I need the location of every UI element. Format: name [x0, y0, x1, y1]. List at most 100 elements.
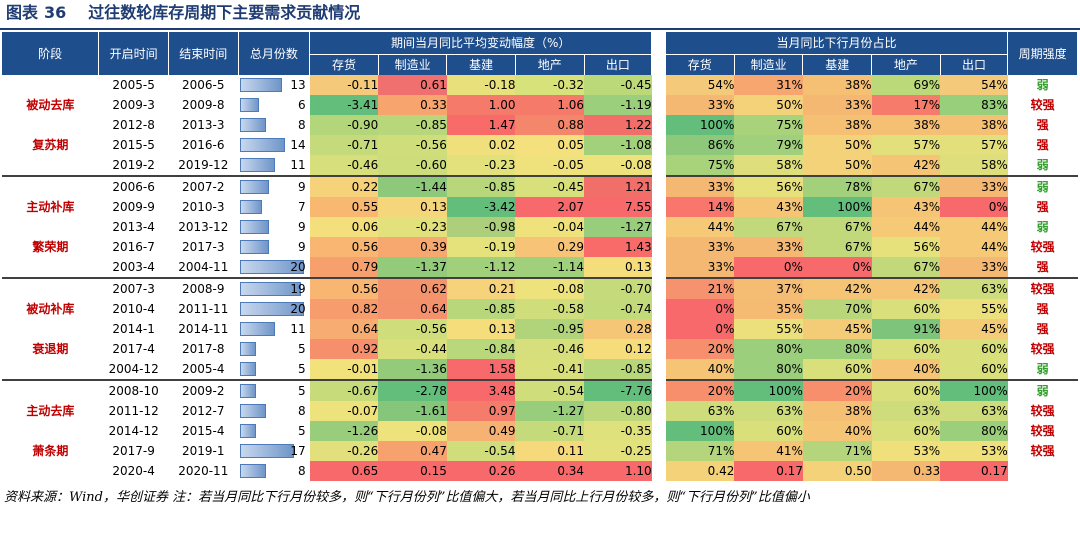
month-count-value: 9 — [298, 240, 306, 254]
avg-change-cell: 0.28 — [584, 319, 652, 339]
cycle-strength: 较强 — [1007, 277, 1078, 299]
month-count-bar — [240, 302, 305, 316]
avg-change-cell: -0.04 — [515, 217, 585, 237]
avg-change-cell: -3.42 — [446, 197, 516, 217]
start-date: 2008-10 — [98, 379, 169, 401]
subheader-chg-realestate: 地产 — [515, 54, 585, 75]
table-row: 2012-8 2013-3 8 -0.90 -0.85 1.47 0.88 1.22 100% 7… — [2, 115, 1078, 135]
cycle-strength: 弱 — [1007, 379, 1078, 401]
avg-change-cell: -1.19 — [584, 95, 652, 115]
cycle-strength: 弱 — [1036, 78, 1049, 92]
avg-change-cell: -1.27 — [584, 217, 652, 237]
avg-change-cell: -0.44 — [378, 339, 447, 359]
table-body: 2005-5 2006-5 13 -0.11 0.61 -0.18 -0.32 -0.45 54… — [2, 75, 1078, 481]
down-ratio-cell: 44% — [940, 237, 1008, 257]
subheader-chg-manufacturing: 制造业 — [378, 54, 448, 75]
table-row: 2014-1 2014-11 11 0.64 -0.56 0.13 -0.95 0.28 0% 5… — [2, 319, 1078, 339]
down-ratio-cell: 33% — [734, 237, 803, 257]
cycle-strength: 较强 — [1030, 342, 1055, 356]
avg-change-cell: -0.18 — [446, 75, 516, 95]
month-count: 6 — [238, 95, 310, 115]
down-ratio-cell: 54% — [940, 75, 1008, 95]
down-ratio-cell: 100% — [802, 197, 872, 217]
down-ratio-cell: 0% — [940, 197, 1008, 217]
stage-label: 主动去库 — [26, 404, 75, 418]
avg-change-cell: 0.21 — [446, 277, 516, 299]
subheader-pct-infrastructure: 基建 — [802, 54, 873, 75]
table-row: 萧条期 2017-9 2019-1 17 -0.26 0.47 -0.54 0.11 -0.25… — [2, 441, 1078, 461]
stage-label: 繁荣期 — [32, 240, 69, 254]
down-ratio-cell: 56% — [734, 175, 803, 197]
end-date: 2011-11 — [178, 302, 229, 316]
stage-label — [2, 257, 99, 278]
down-ratio-cell: 58% — [734, 155, 803, 176]
end-date: 2015-4 — [182, 424, 225, 438]
subheader-pct-manufacturing: 制造业 — [734, 54, 804, 75]
avg-change-cell: 0.05 — [515, 135, 585, 155]
month-count-value: 19 — [290, 282, 306, 296]
avg-change-cell: -1.27 — [515, 401, 585, 421]
down-ratio-cell: 17% — [871, 95, 941, 115]
avg-change-cell: 0.11 — [515, 441, 585, 461]
down-ratio-cell: 33% — [665, 257, 735, 278]
month-count-bar — [240, 78, 283, 92]
avg-change-cell: 0.15 — [378, 461, 447, 481]
avg-change-cell: -1.44 — [378, 175, 447, 197]
down-ratio-cell: 33% — [802, 95, 872, 115]
avg-change-cell: -0.46 — [309, 155, 379, 176]
avg-change-cell: -0.26 — [309, 441, 379, 461]
down-ratio-cell: 60% — [802, 359, 872, 380]
avg-change-cell: 1.47 — [446, 115, 516, 135]
month-count-bar — [240, 384, 257, 398]
end-date: 2016-6 — [182, 138, 225, 152]
month-count: 11 — [238, 155, 310, 176]
avg-change-cell: -0.70 — [584, 277, 652, 299]
avg-change-cell: -0.08 — [515, 277, 585, 299]
avg-change-cell: -0.74 — [584, 299, 652, 319]
down-ratio-cell: 63% — [940, 401, 1008, 421]
subheader-pct-inventory: 存货 — [665, 54, 735, 75]
month-count-value: 5 — [298, 342, 306, 356]
down-ratio-cell: 69% — [871, 75, 941, 95]
down-ratio-cell: 0.33 — [871, 461, 941, 481]
table-row: 主动去库 2011-12 2012-7 8 -0.07 -1.61 0.97 -1.27 -0.… — [2, 401, 1078, 421]
down-ratio-cell: 0.17 — [940, 461, 1008, 481]
avg-change-cell: -3.41 — [309, 95, 379, 115]
down-ratio-cell: 20% — [802, 379, 872, 401]
avg-change-cell: -0.56 — [378, 135, 447, 155]
table-row: 主动补库 2009-9 2010-3 7 0.55 0.13 -3.42 2.07 7.55 14… — [2, 197, 1078, 217]
down-ratio-cell: 79% — [734, 135, 803, 155]
avg-change-cell: -0.19 — [446, 237, 516, 257]
end-date: 2017-3 — [182, 240, 225, 254]
end-date: 2013-12 — [178, 220, 229, 234]
down-ratio-cell: 71% — [802, 441, 872, 461]
avg-change-cell: -1.61 — [378, 401, 447, 421]
down-ratio-cell: 70% — [802, 299, 872, 319]
down-ratio-cell: 44% — [871, 217, 941, 237]
table-row: 2004-12 2005-4 5 -0.01 -1.36 1.58 -0.41 -0.85 40… — [2, 359, 1078, 380]
down-ratio-cell: 40% — [871, 359, 941, 380]
down-ratio-cell: 60% — [871, 421, 941, 441]
down-ratio-cell: 53% — [940, 441, 1008, 461]
cycle-strength: 强 — [1036, 260, 1049, 274]
down-ratio-cell: 42% — [871, 155, 941, 176]
down-ratio-cell: 44% — [940, 217, 1008, 237]
down-ratio-cell: 38% — [802, 75, 872, 95]
avg-change-cell: -0.35 — [584, 421, 652, 441]
down-ratio-cell: 91% — [871, 319, 941, 339]
end-date: 2019-1 — [182, 444, 225, 458]
down-ratio-cell: 55% — [940, 299, 1008, 319]
source-note: 资料来源：Wind，华创证券 注：若当月同比下行月份较多，则“下行月份列”比值偏… — [4, 490, 810, 505]
avg-change-cell: -0.85 — [446, 299, 516, 319]
avg-change-cell: 1.22 — [584, 115, 652, 135]
down-ratio-cell: 42% — [802, 277, 872, 299]
avg-change-cell: 3.48 — [446, 379, 516, 401]
month-count-value: 20 — [290, 260, 306, 274]
avg-change-cell: 0.49 — [446, 421, 516, 441]
table-row: 2014-12 2015-4 5 -1.26 -0.08 0.49 -0.71 -0.35 10… — [2, 421, 1078, 441]
down-ratio-cell: 33% — [665, 95, 735, 115]
start-date: 2014-1 — [112, 322, 155, 336]
table-row: 繁荣期 2016-7 2017-3 9 0.56 0.39 -0.19 0.29 1.43 33%… — [2, 237, 1078, 257]
avg-change-cell: -1.37 — [378, 257, 447, 278]
end-date: 2004-11 — [178, 260, 229, 274]
